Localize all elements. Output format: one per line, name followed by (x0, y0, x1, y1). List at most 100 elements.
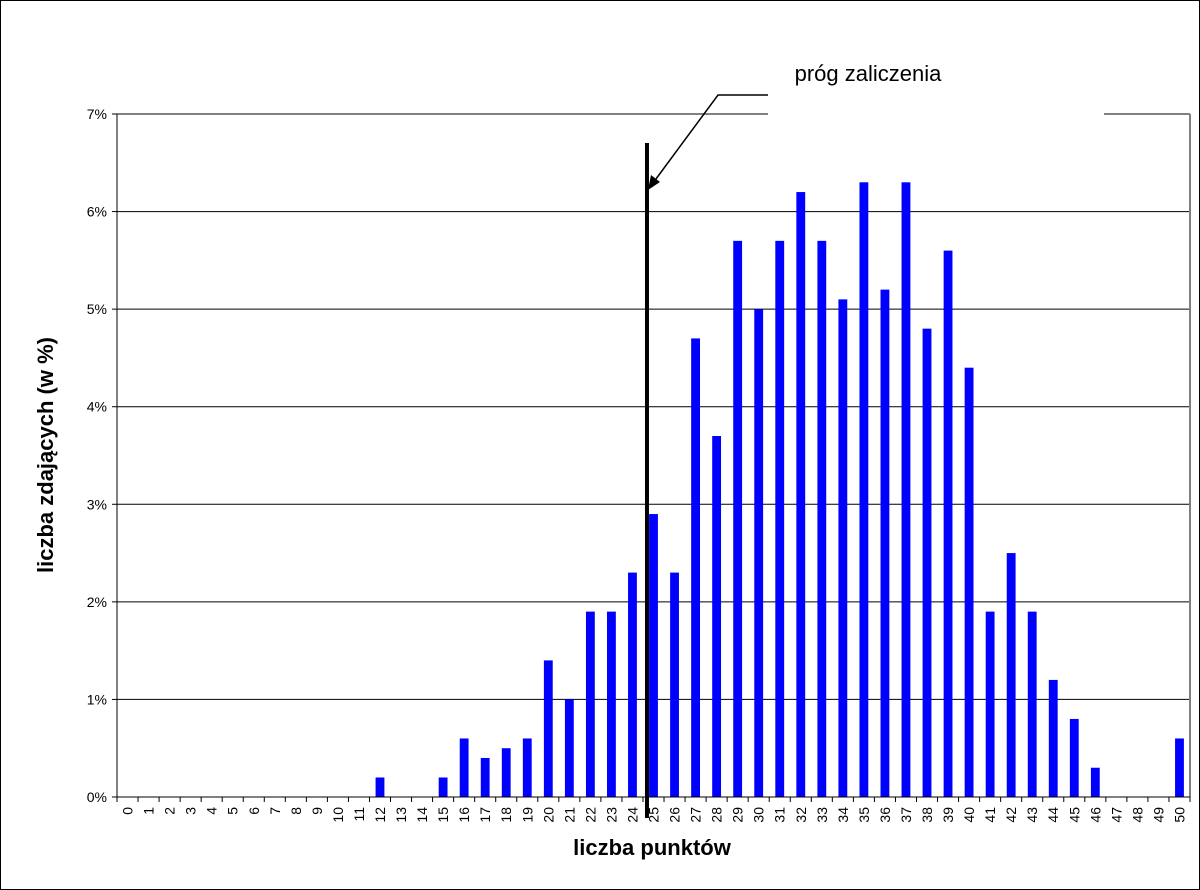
x-tick-label: 29 (730, 807, 746, 823)
x-tick-label: 49 (1150, 807, 1166, 823)
x-tick-label: 2 (162, 807, 178, 815)
x-tick-label: 31 (772, 807, 788, 823)
x-tick-labels: 0 1 2 3 4 5 6 7 8 9 10 11 12 13 14 15 16 17 18 19 20 21 22 23 24… (116, 797, 1191, 823)
bar-31 (775, 240, 785, 798)
x-tick-label: 19 (519, 807, 535, 823)
y-tick-label: 1% (87, 691, 107, 707)
bar-44 (1048, 679, 1058, 797)
bar-24 (628, 572, 637, 797)
x-tick-label: 8 (288, 807, 304, 815)
bar-22 (585, 611, 595, 797)
x-axis-title: liczba punktów (573, 835, 732, 860)
x-tick-label: 1 (141, 807, 157, 815)
x-tick-label: 13 (393, 807, 409, 823)
bar-17 (480, 757, 490, 797)
x-tick-label: 10 (330, 807, 346, 823)
x-tick-label: 12 (372, 807, 388, 823)
bar-36 (880, 289, 890, 797)
bar-25 (649, 514, 658, 797)
x-tick-label: 48 (1129, 807, 1145, 823)
annotation-arrowhead (647, 175, 660, 190)
x-tick-label: 21 (561, 807, 577, 823)
x-tick-label: 33 (814, 807, 830, 823)
bar-42 (1006, 553, 1016, 797)
x-tick-label: 23 (603, 807, 619, 823)
bar-40 (964, 367, 974, 797)
bar-50 (1175, 738, 1184, 797)
bar-26 (670, 572, 679, 797)
bar-32 (796, 192, 806, 798)
x-tick-label: 3 (183, 807, 199, 815)
x-tick-label: 46 (1087, 807, 1103, 823)
bar-33 (817, 240, 827, 798)
bar-19 (522, 738, 532, 797)
bar-20 (543, 660, 553, 797)
x-tick-label: 24 (624, 807, 640, 823)
x-tick-label: 30 (751, 807, 767, 823)
threshold-annotation: próg zaliczenia (795, 61, 943, 86)
bar-38 (922, 328, 932, 797)
bar-21 (564, 699, 574, 797)
x-tick-label: 11 (351, 807, 367, 822)
y-tick-label: 2% (87, 594, 107, 610)
x-tick-label: 45 (1066, 807, 1082, 823)
bar-43 (1027, 611, 1037, 797)
y-tick-label: 4% (87, 399, 107, 415)
bar-23 (607, 611, 616, 797)
x-tick-label: 35 (856, 807, 872, 823)
x-tick-label: 16 (456, 807, 472, 823)
x-tick-label: 32 (793, 807, 809, 823)
bar-27 (691, 338, 700, 797)
bar-30 (754, 309, 764, 797)
y-tick-label: 7% (87, 106, 107, 122)
bar-41 (985, 611, 995, 797)
y-tick-labels: 0% 1% 2% 3% 4% 5% 6% 7% (87, 106, 117, 805)
bar-18 (501, 748, 511, 797)
x-tick-label: 41 (982, 807, 998, 823)
x-tick-label: 39 (940, 807, 956, 823)
x-tick-label: 5 (225, 807, 241, 815)
plot-area-border (117, 113, 1191, 797)
bar-15 (438, 777, 448, 797)
bar-28 (712, 435, 722, 797)
x-tick-label: 4 (204, 807, 220, 815)
x-tick-label: 25 (646, 807, 662, 823)
x-tick-label: 0 (120, 807, 136, 815)
x-tick-label: 37 (898, 807, 914, 823)
y-tick-label: 5% (87, 301, 107, 317)
bar-29 (733, 240, 743, 798)
bar-46 (1090, 767, 1100, 797)
x-tick-label: 38 (919, 807, 935, 823)
x-tick-label: 18 (498, 807, 514, 823)
bar-45 (1069, 718, 1079, 797)
x-tick-label: 47 (1108, 807, 1124, 823)
x-tick-label: 36 (877, 807, 893, 823)
x-tick-label: 26 (667, 807, 683, 823)
x-tick-label: 15 (435, 807, 451, 823)
y-axis-title: liczba zdających (w %) (33, 337, 58, 573)
bar-34 (838, 299, 848, 797)
axes (116, 114, 1190, 798)
x-tick-label: 28 (709, 807, 725, 823)
x-tick-label: 6 (246, 807, 262, 815)
threshold-marker (644, 94, 768, 818)
x-tick-label: 9 (309, 807, 325, 815)
bar-35 (859, 182, 869, 798)
annotation-leader-line (652, 94, 768, 184)
x-tick-label: 14 (414, 807, 430, 823)
bar-39 (943, 250, 953, 798)
x-tick-label: 7 (267, 807, 283, 815)
x-tick-label: 43 (1024, 807, 1040, 823)
x-tick-label: 50 (1171, 807, 1187, 823)
bars (375, 182, 1184, 798)
x-tick-label: 17 (477, 807, 493, 823)
x-tick-label: 22 (582, 807, 598, 823)
x-tick-label: 20 (540, 807, 556, 823)
y-tick-label: 3% (87, 496, 107, 512)
bar-37 (901, 182, 911, 798)
x-tick-label: 40 (961, 807, 977, 823)
x-tick-label: 44 (1045, 807, 1061, 823)
x-tick-label: 34 (835, 807, 851, 823)
